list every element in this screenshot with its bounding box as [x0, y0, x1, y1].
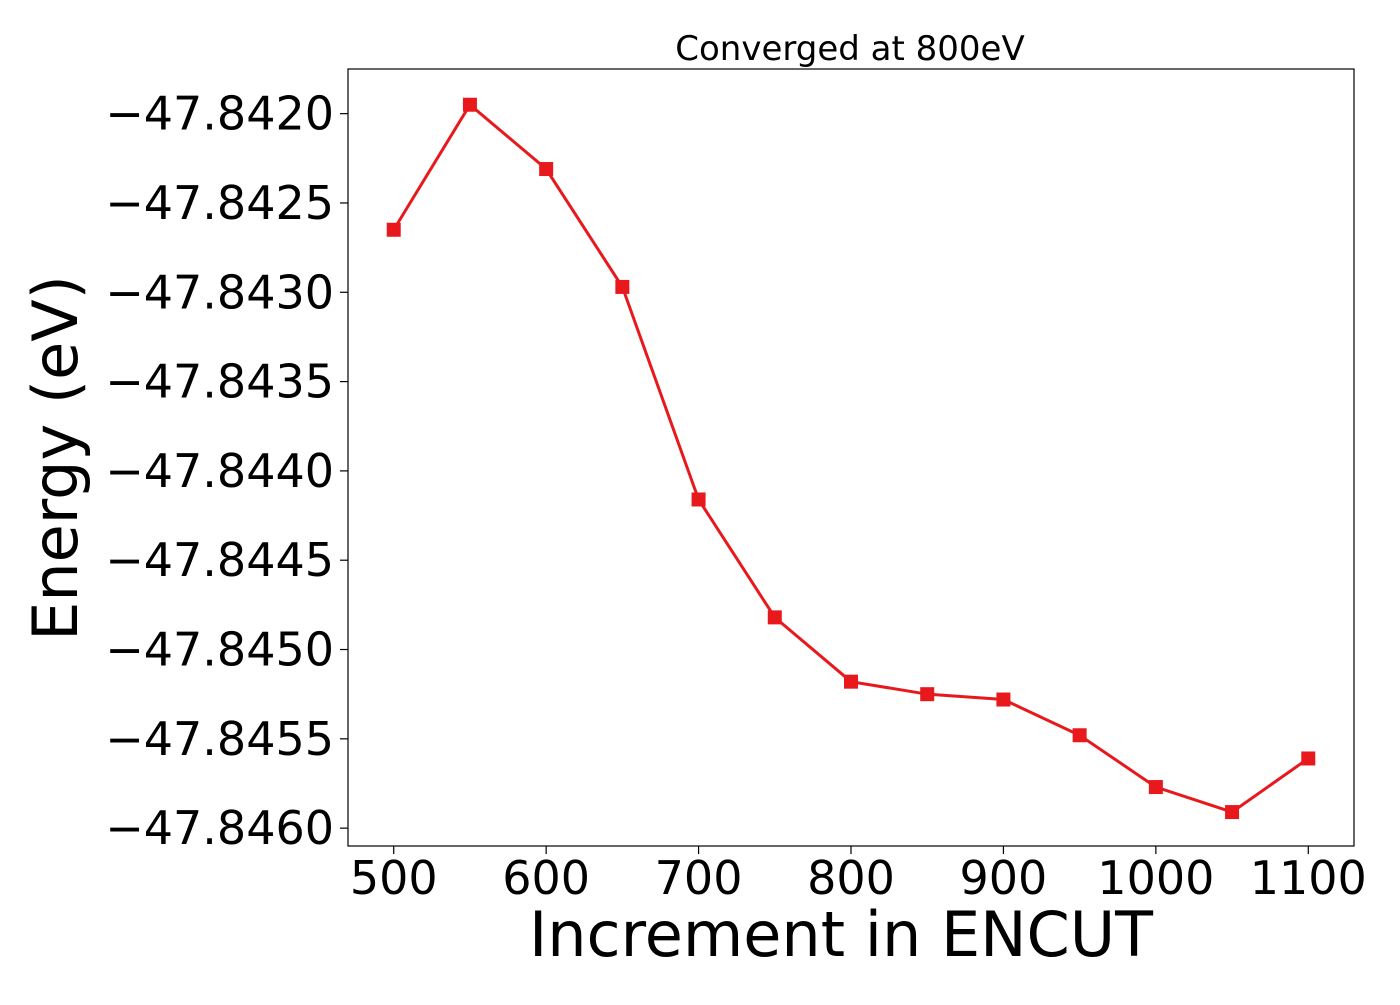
- x-tick-label: 1000: [1097, 851, 1214, 905]
- y-tick-label: −47.8420: [105, 87, 334, 141]
- x-axis-ticks: 500 600 700 800 900 1000 1100: [350, 846, 1367, 905]
- x-tick-label: 500: [350, 851, 438, 905]
- y-tick-label: −47.8455: [105, 712, 334, 766]
- y-tick-label: −47.8445: [105, 533, 334, 587]
- x-tick-label: 600: [502, 851, 590, 905]
- data-point-marker: [386, 222, 401, 237]
- y-tick-label: −47.8450: [105, 623, 334, 677]
- x-tick-label: 800: [807, 851, 895, 905]
- y-axis-label: Energy (eV): [19, 275, 92, 641]
- data-point-marker: [615, 279, 630, 294]
- x-tick-label: 1100: [1250, 851, 1367, 905]
- data-point-marker: [1072, 728, 1087, 743]
- x-axis-label: Increment in ENCUT: [529, 898, 1154, 971]
- y-tick-label: −47.8460: [105, 801, 334, 855]
- x-tick-label: 700: [655, 851, 743, 905]
- data-point-marker: [1148, 780, 1163, 795]
- data-point-marker: [920, 687, 935, 702]
- y-axis-ticks: −47.8420 −47.8425 −47.8430 −47.8435 −47.8440…: [105, 87, 348, 855]
- x-tick-label: 900: [960, 851, 1048, 905]
- data-point-marker: [1301, 751, 1316, 766]
- data-point-marker: [1225, 805, 1240, 820]
- data-point-marker: [691, 492, 706, 507]
- y-tick-label: −47.8435: [105, 355, 334, 409]
- data-point-marker: [996, 692, 1011, 707]
- data-point-marker: [844, 674, 858, 689]
- data-point-marker: [462, 97, 477, 112]
- chart-title: Converged at 800eV: [675, 29, 1024, 69]
- data-point-marker: [767, 610, 782, 625]
- y-tick-label: −47.8425: [105, 176, 334, 230]
- series-markers: [386, 97, 1316, 820]
- y-tick-label: −47.8430: [105, 265, 334, 319]
- y-tick-label: −47.8440: [105, 444, 334, 498]
- plot-area-frame: [347, 68, 1355, 847]
- data-point-marker: [539, 162, 554, 177]
